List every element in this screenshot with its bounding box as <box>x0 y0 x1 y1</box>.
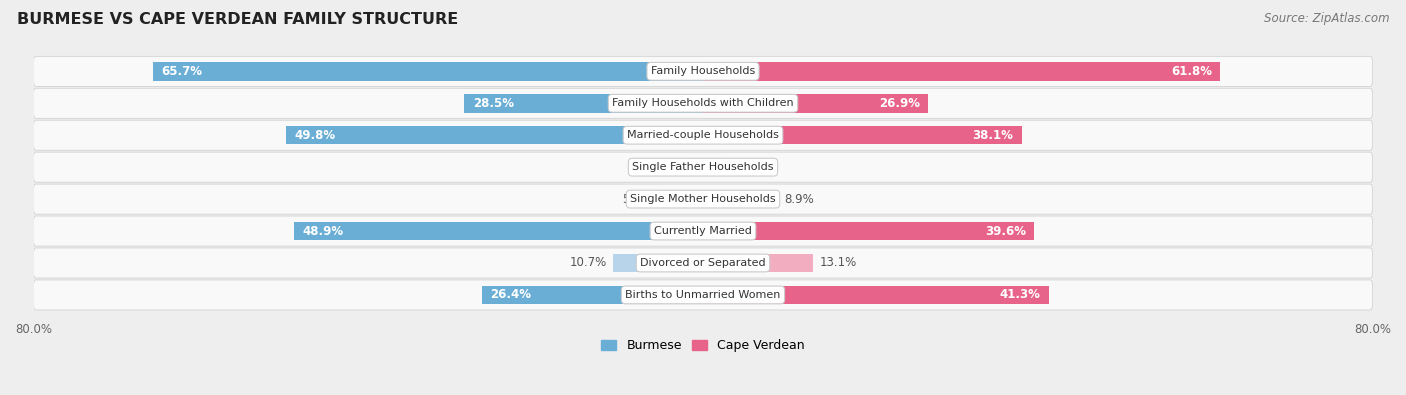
FancyBboxPatch shape <box>34 248 1372 278</box>
Bar <box>686 158 703 177</box>
Bar <box>287 126 703 145</box>
Bar <box>703 62 1220 81</box>
Bar <box>703 126 1022 145</box>
Text: 28.5%: 28.5% <box>472 97 513 110</box>
Bar <box>703 222 1035 240</box>
Text: Births to Unmarried Women: Births to Unmarried Women <box>626 290 780 300</box>
Text: BURMESE VS CAPE VERDEAN FAMILY STRUCTURE: BURMESE VS CAPE VERDEAN FAMILY STRUCTURE <box>17 12 458 27</box>
FancyBboxPatch shape <box>34 88 1372 118</box>
Text: 65.7%: 65.7% <box>162 65 202 78</box>
Bar <box>703 190 778 209</box>
Text: Single Father Households: Single Father Households <box>633 162 773 172</box>
Text: Married-couple Households: Married-couple Households <box>627 130 779 140</box>
Bar <box>703 94 928 113</box>
FancyBboxPatch shape <box>34 184 1372 214</box>
Text: 26.4%: 26.4% <box>491 288 531 301</box>
Text: 13.1%: 13.1% <box>820 256 856 269</box>
Bar <box>464 94 703 113</box>
Text: Currently Married: Currently Married <box>654 226 752 236</box>
Bar <box>482 286 703 304</box>
Text: 48.9%: 48.9% <box>302 224 343 237</box>
Text: Family Households: Family Households <box>651 66 755 76</box>
Text: Divorced or Separated: Divorced or Separated <box>640 258 766 268</box>
Bar <box>613 254 703 272</box>
Text: 10.7%: 10.7% <box>569 256 607 269</box>
Text: 61.8%: 61.8% <box>1171 65 1212 78</box>
Text: 39.6%: 39.6% <box>986 224 1026 237</box>
FancyBboxPatch shape <box>34 56 1372 87</box>
FancyBboxPatch shape <box>34 216 1372 246</box>
Bar <box>703 254 813 272</box>
Bar <box>703 158 727 177</box>
Bar <box>153 62 703 81</box>
Bar <box>703 286 1049 304</box>
FancyBboxPatch shape <box>34 152 1372 182</box>
Text: 2.9%: 2.9% <box>734 161 763 174</box>
FancyBboxPatch shape <box>34 120 1372 150</box>
Text: 5.3%: 5.3% <box>623 193 652 206</box>
Bar <box>294 222 703 240</box>
Text: 2.0%: 2.0% <box>650 161 679 174</box>
Text: Family Households with Children: Family Households with Children <box>612 98 794 108</box>
Text: 8.9%: 8.9% <box>785 193 814 206</box>
Text: Single Mother Households: Single Mother Households <box>630 194 776 204</box>
Text: 41.3%: 41.3% <box>1000 288 1040 301</box>
FancyBboxPatch shape <box>34 280 1372 310</box>
Text: 49.8%: 49.8% <box>295 129 336 142</box>
Text: 38.1%: 38.1% <box>973 129 1014 142</box>
Text: Source: ZipAtlas.com: Source: ZipAtlas.com <box>1264 12 1389 25</box>
Text: 26.9%: 26.9% <box>879 97 920 110</box>
Legend: Burmese, Cape Verdean: Burmese, Cape Verdean <box>596 334 810 357</box>
Bar <box>658 190 703 209</box>
